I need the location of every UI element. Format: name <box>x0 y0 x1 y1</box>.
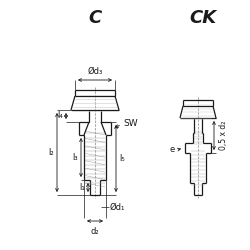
Text: l₁: l₁ <box>79 183 85 192</box>
Text: l₂: l₂ <box>48 148 54 157</box>
Text: e: e <box>170 146 175 154</box>
Text: Ød₁: Ød₁ <box>110 202 126 211</box>
Text: l₅: l₅ <box>119 154 125 163</box>
Text: l₃: l₃ <box>72 153 78 162</box>
Text: CK: CK <box>190 9 216 27</box>
Text: Ød₃: Ød₃ <box>88 67 103 76</box>
Text: 0,5 x d₂: 0,5 x d₂ <box>219 121 228 150</box>
Text: C: C <box>88 9 102 27</box>
Text: l₄: l₄ <box>57 112 63 120</box>
Text: SW: SW <box>123 119 138 128</box>
Text: d₂: d₂ <box>91 227 99 236</box>
